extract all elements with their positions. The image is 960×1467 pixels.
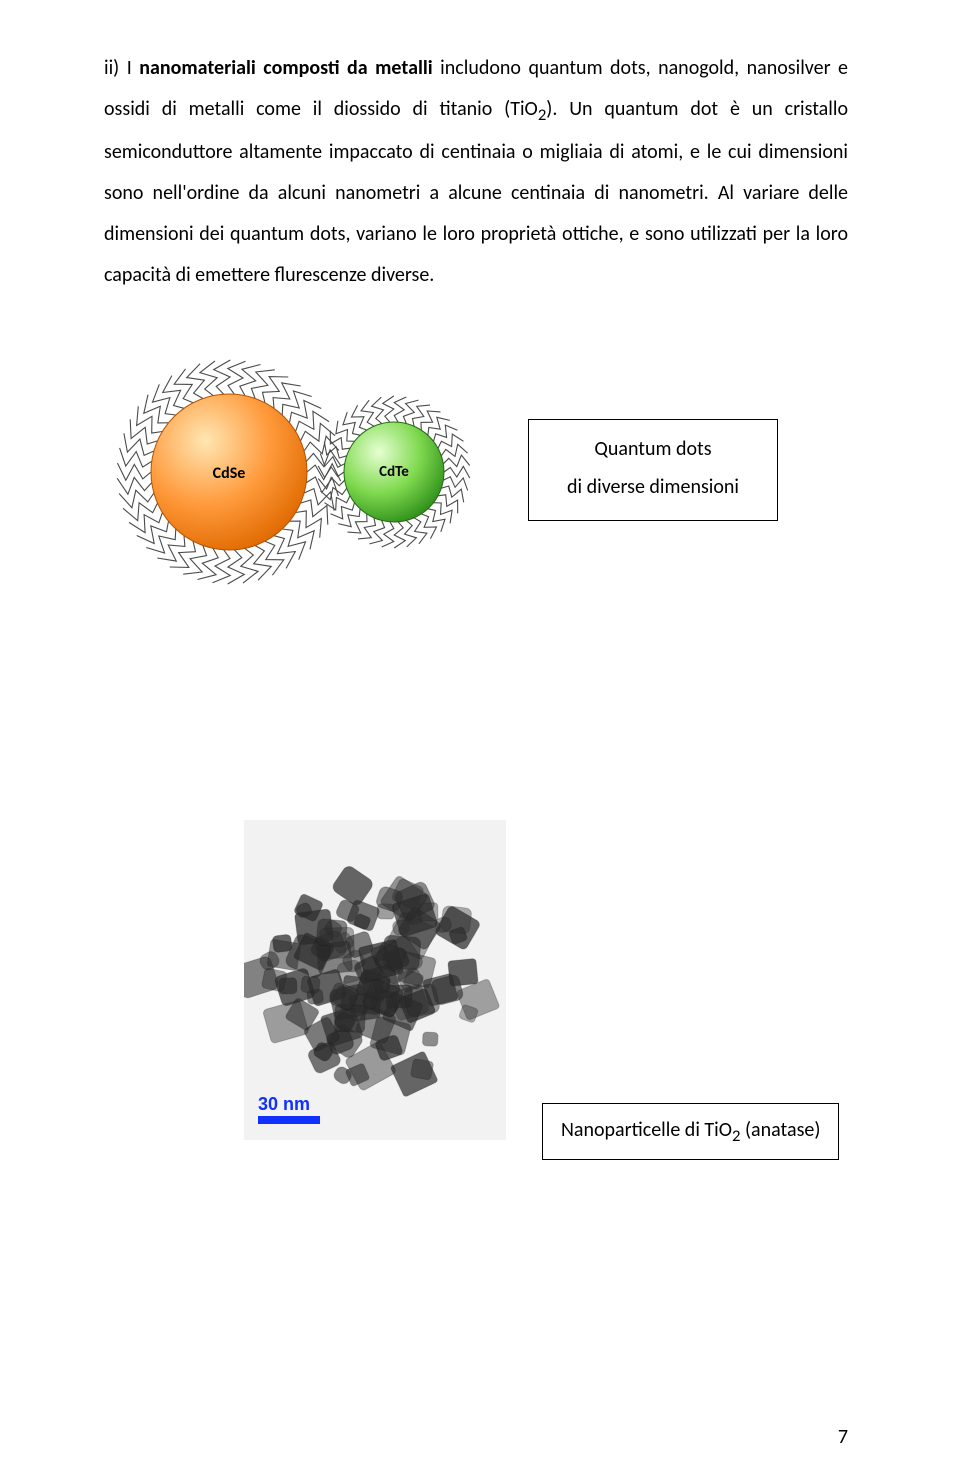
qdot-cdse-label: CdSe [213, 464, 246, 483]
quantum-dots-figure: CdSe CdTe [104, 350, 484, 590]
caption-quantum-dots: Quantum dots di diverse dimensioni [528, 419, 778, 521]
tio2-tem-image: 30 nm [244, 820, 506, 1140]
scalebar [258, 1116, 320, 1124]
text-bold-term: nanomateriali composti da metalli [139, 56, 432, 80]
figure-row-tio2: 30 nm Nanoparticelle di TiO2 (anatase) [104, 820, 848, 1140]
caption-line-2: di diverse dimensioni [549, 468, 757, 506]
caption-line-1: Quantum dots [549, 430, 757, 468]
scalebar-label: 30 nm [258, 1094, 310, 1114]
caption-tio2: Nanoparticelle di TiO2 (anatase) [542, 1103, 839, 1161]
subscript-2a: 2 [538, 105, 546, 125]
text-prefix: ii) I [104, 56, 139, 80]
qdot-cdte-label: CdTe [379, 463, 409, 481]
page: ii) I nanomateriali composti da metalli … [0, 0, 960, 1467]
page-number: 7 [838, 1425, 848, 1449]
caption2-prefix: Nanoparticelle di TiO [561, 1118, 732, 1142]
figure-row-quantum-dots: CdSe CdTe Quantum dots di diverse dimens… [104, 350, 848, 590]
caption2-suffix: (anatase) [740, 1118, 820, 1142]
body-paragraph: ii) I nanomateriali composti da metalli … [104, 48, 848, 296]
text-close: ). Un quantum dot è un cristallo semicon… [104, 97, 848, 287]
